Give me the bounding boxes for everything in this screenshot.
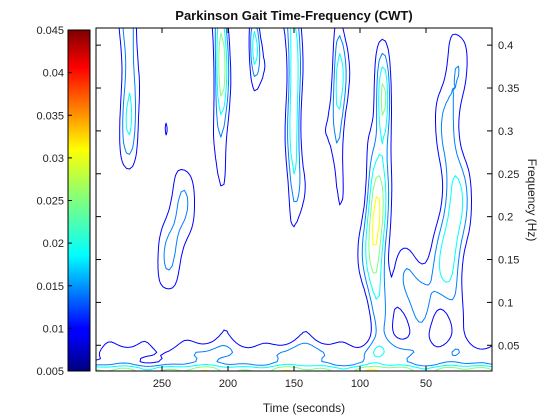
colorbar-tick-label: 0.01 bbox=[43, 323, 64, 335]
contour-level-2 bbox=[96, 28, 492, 371]
colorbar-tick-label: 0.04 bbox=[43, 68, 64, 80]
y-tick-label: 0.3 bbox=[498, 126, 513, 138]
x-axis-title: Time (seconds) bbox=[263, 401, 345, 415]
colorbar-tick-label: 0.035 bbox=[36, 110, 64, 122]
y-tick-label: 0.4 bbox=[498, 40, 513, 52]
y-tick-label: 0.2 bbox=[498, 212, 513, 224]
x-tick-label: 200 bbox=[219, 378, 237, 390]
y-tick-label: 0.35 bbox=[498, 83, 519, 95]
chart-title: Parkinson Gait Time-Frequency (CWT) bbox=[175, 8, 412, 23]
x-tick-label: 50 bbox=[420, 378, 432, 390]
y-axis-ticks: 0.05 0.1 0.15 0.2 0.25 0.3 0.35 0.4 bbox=[96, 40, 519, 352]
colorbar-tick-label: 0.025 bbox=[36, 196, 64, 208]
y-tick-label: 0.05 bbox=[498, 340, 519, 352]
colorbar: 0.005 0.01 0.015 0.02 0.025 0.03 0.035 0.04 0.04… bbox=[36, 25, 91, 378]
contour-level-0 bbox=[96, 28, 492, 364]
y-axis-title: Frequency (Hz) bbox=[525, 159, 539, 242]
colorbar-tick-label: 0.02 bbox=[43, 238, 64, 250]
colorbar-ticks: 0.005 0.01 0.015 0.02 0.025 0.03 0.035 0.04 0.04… bbox=[36, 25, 72, 378]
x-axis-ticks: 250 200 150 100 50 bbox=[153, 28, 432, 390]
colorbar-tick-label: 0.045 bbox=[36, 25, 64, 37]
x-tick-label: 150 bbox=[285, 378, 303, 390]
colorbar-tick-label: 0.015 bbox=[36, 281, 64, 293]
x-tick-label: 100 bbox=[351, 378, 369, 390]
colorbar-tick-label: 0.03 bbox=[43, 153, 64, 165]
contour-level-1 bbox=[96, 28, 492, 367]
x-tick-label: 250 bbox=[153, 378, 171, 390]
y-tick-label: 0.25 bbox=[498, 169, 519, 181]
contour-lines bbox=[96, 28, 492, 371]
y-tick-label: 0.15 bbox=[498, 255, 519, 267]
colorbar-tick-label: 0.005 bbox=[36, 366, 64, 378]
y-tick-label: 0.1 bbox=[498, 297, 513, 309]
